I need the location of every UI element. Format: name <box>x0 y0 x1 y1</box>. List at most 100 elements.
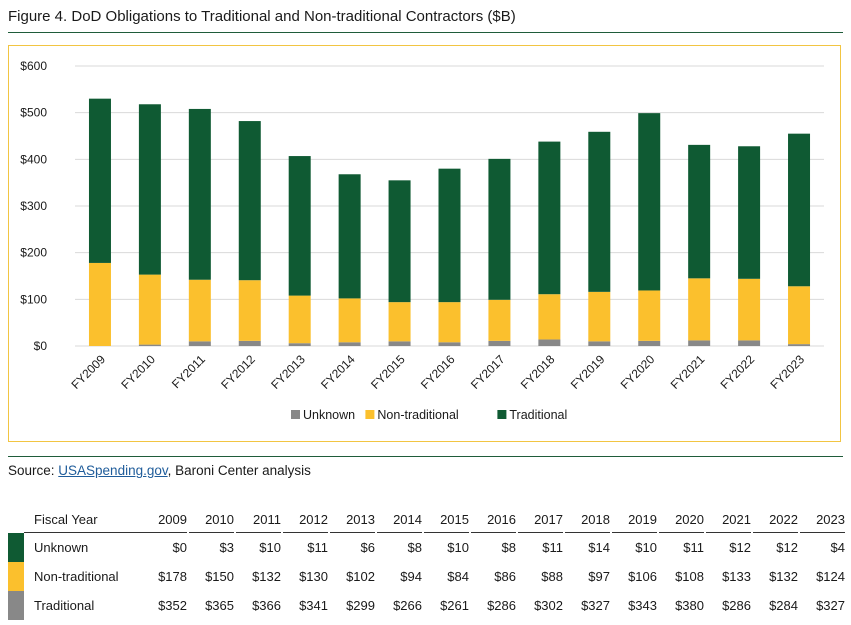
source-prefix: Source: <box>8 463 59 478</box>
bar-segment-non-traditional <box>388 302 411 342</box>
table-cell: $88 <box>541 569 563 584</box>
bar-segment-non-traditional <box>488 299 511 341</box>
row-label: Non-traditional <box>34 569 119 584</box>
bar-segment-non-traditional <box>588 291 611 342</box>
bar-segment-non-traditional <box>188 279 211 342</box>
table-cell: $124 <box>816 569 845 584</box>
table-cell: $327 <box>816 598 845 613</box>
row-label: Traditional <box>34 598 95 613</box>
x-tick-label: FY2010 <box>118 352 158 392</box>
table-cell: $366 <box>252 598 281 613</box>
source-link[interactable]: USASpending.gov <box>58 463 168 478</box>
table-cell: $343 <box>628 598 657 613</box>
table-cell: $284 <box>769 598 798 613</box>
bar-segment-traditional <box>288 156 311 296</box>
bar-segment-non-traditional <box>438 302 461 343</box>
x-tick-label: FY2020 <box>618 352 658 392</box>
header-year: 2014 <box>377 506 422 533</box>
header-year: 2017 <box>518 506 563 533</box>
bar-segment-unknown <box>738 340 761 346</box>
table-cell: $12 <box>729 540 751 555</box>
table-cell: $380 <box>675 598 704 613</box>
legend-swatch <box>497 410 507 419</box>
table-cell: $108 <box>675 569 704 584</box>
x-tick-label: FY2018 <box>518 352 558 392</box>
table-cell: $132 <box>252 569 281 584</box>
table-cell: $299 <box>346 598 375 613</box>
table-cell: $130 <box>299 569 328 584</box>
table-cell: $84 <box>447 569 469 584</box>
y-tick-label: $600 <box>20 59 47 73</box>
bar-segment-non-traditional <box>288 295 311 344</box>
x-tick-label: FY2022 <box>718 352 758 392</box>
table-cell: $365 <box>205 598 234 613</box>
header-year: 2013 <box>330 506 375 533</box>
bar-segment-unknown <box>588 341 611 346</box>
table-row: Unknown $0 $3 $10 $11 $6 $8 $10 $8 $11 $14 $10 $11 $1… <box>8 532 847 562</box>
header-year: 2016 <box>471 506 516 533</box>
header-fiscal-year: Fiscal Year <box>24 506 142 533</box>
y-tick-label: $200 <box>20 246 47 260</box>
row-swatch <box>8 532 24 562</box>
header-year: 2009 <box>142 506 187 533</box>
bar-segment-traditional <box>388 180 411 303</box>
table-row: Traditional $352 $365 $366 $341 $299 $266 $261 $… <box>8 591 847 620</box>
table-cell: $4 <box>830 540 845 555</box>
bar-segment-traditional <box>588 131 611 292</box>
chart-container: $0 $100 $200 $300 $400 $500 $600 FY2009 FY2010 FY… <box>8 45 841 442</box>
header-year: 2012 <box>283 506 328 533</box>
x-tick-label: FY2017 <box>468 352 508 392</box>
bar-segment-unknown <box>638 340 661 346</box>
bar-segment-unknown <box>488 340 511 346</box>
table-cell: $102 <box>346 569 375 584</box>
table-cell: $150 <box>205 569 234 584</box>
stacked-bar-chart: $0 $100 $200 $300 $400 $500 $600 FY2009 FY2010 FY… <box>20 59 824 422</box>
row-swatch <box>8 562 24 591</box>
table-cell: $133 <box>722 569 751 584</box>
x-tick-label: FY2015 <box>368 352 408 392</box>
y-tick-label: $300 <box>20 199 47 213</box>
table-cell: $352 <box>158 598 187 613</box>
bar-segment-unknown <box>338 342 361 346</box>
table-cell: $86 <box>494 569 516 584</box>
cell-gap <box>845 562 847 591</box>
bar-segment-unknown <box>138 344 161 346</box>
table-cell: $327 <box>581 598 610 613</box>
bar-segment-unknown <box>688 340 711 346</box>
bar-segment-unknown <box>188 341 211 346</box>
legend-label: Non-traditional <box>377 408 458 422</box>
header-year: 2010 <box>189 506 234 533</box>
table-cell: $11 <box>542 540 563 555</box>
legend-swatch <box>291 410 300 419</box>
x-tick-label: FY2012 <box>218 352 258 392</box>
bar-segment-traditional <box>538 141 561 295</box>
figure-title: Figure 4. DoD Obligations to Traditional… <box>8 8 516 25</box>
header-spacer <box>8 506 24 533</box>
bar-segment-unknown <box>238 340 261 346</box>
table-cell: $10 <box>259 540 281 555</box>
bar-segment-non-traditional <box>138 274 161 345</box>
x-tick-label: FY2013 <box>268 352 308 392</box>
bar-segment-unknown <box>388 341 411 346</box>
title-rule <box>8 32 843 33</box>
x-tick-label: FY2021 <box>668 352 708 392</box>
header-year: 2011 <box>236 506 281 533</box>
x-tick-label: FY2019 <box>568 352 608 392</box>
header-year: 2015 <box>424 506 469 533</box>
table-cell: $97 <box>588 569 610 584</box>
bar-segment-unknown <box>788 344 811 346</box>
table-row: Non-traditional $178 $150 $132 $130 $102 $94 $8… <box>8 562 847 591</box>
header-gap <box>845 506 847 533</box>
source-suffix: , Baroni Center analysis <box>167 463 311 478</box>
table-cell: $10 <box>635 540 657 555</box>
y-tick-label: $0 <box>34 339 48 353</box>
table-cell: $106 <box>628 569 657 584</box>
table-cell: $261 <box>440 598 469 613</box>
bar-segment-non-traditional <box>738 278 761 341</box>
table-cell: $132 <box>769 569 798 584</box>
table-cell: $3 <box>219 540 234 555</box>
x-tick-label: FY2014 <box>318 352 358 392</box>
bar-segment-traditional <box>188 108 211 280</box>
x-tick-label: FY2016 <box>418 352 458 392</box>
x-tick-label: FY2023 <box>768 352 808 392</box>
